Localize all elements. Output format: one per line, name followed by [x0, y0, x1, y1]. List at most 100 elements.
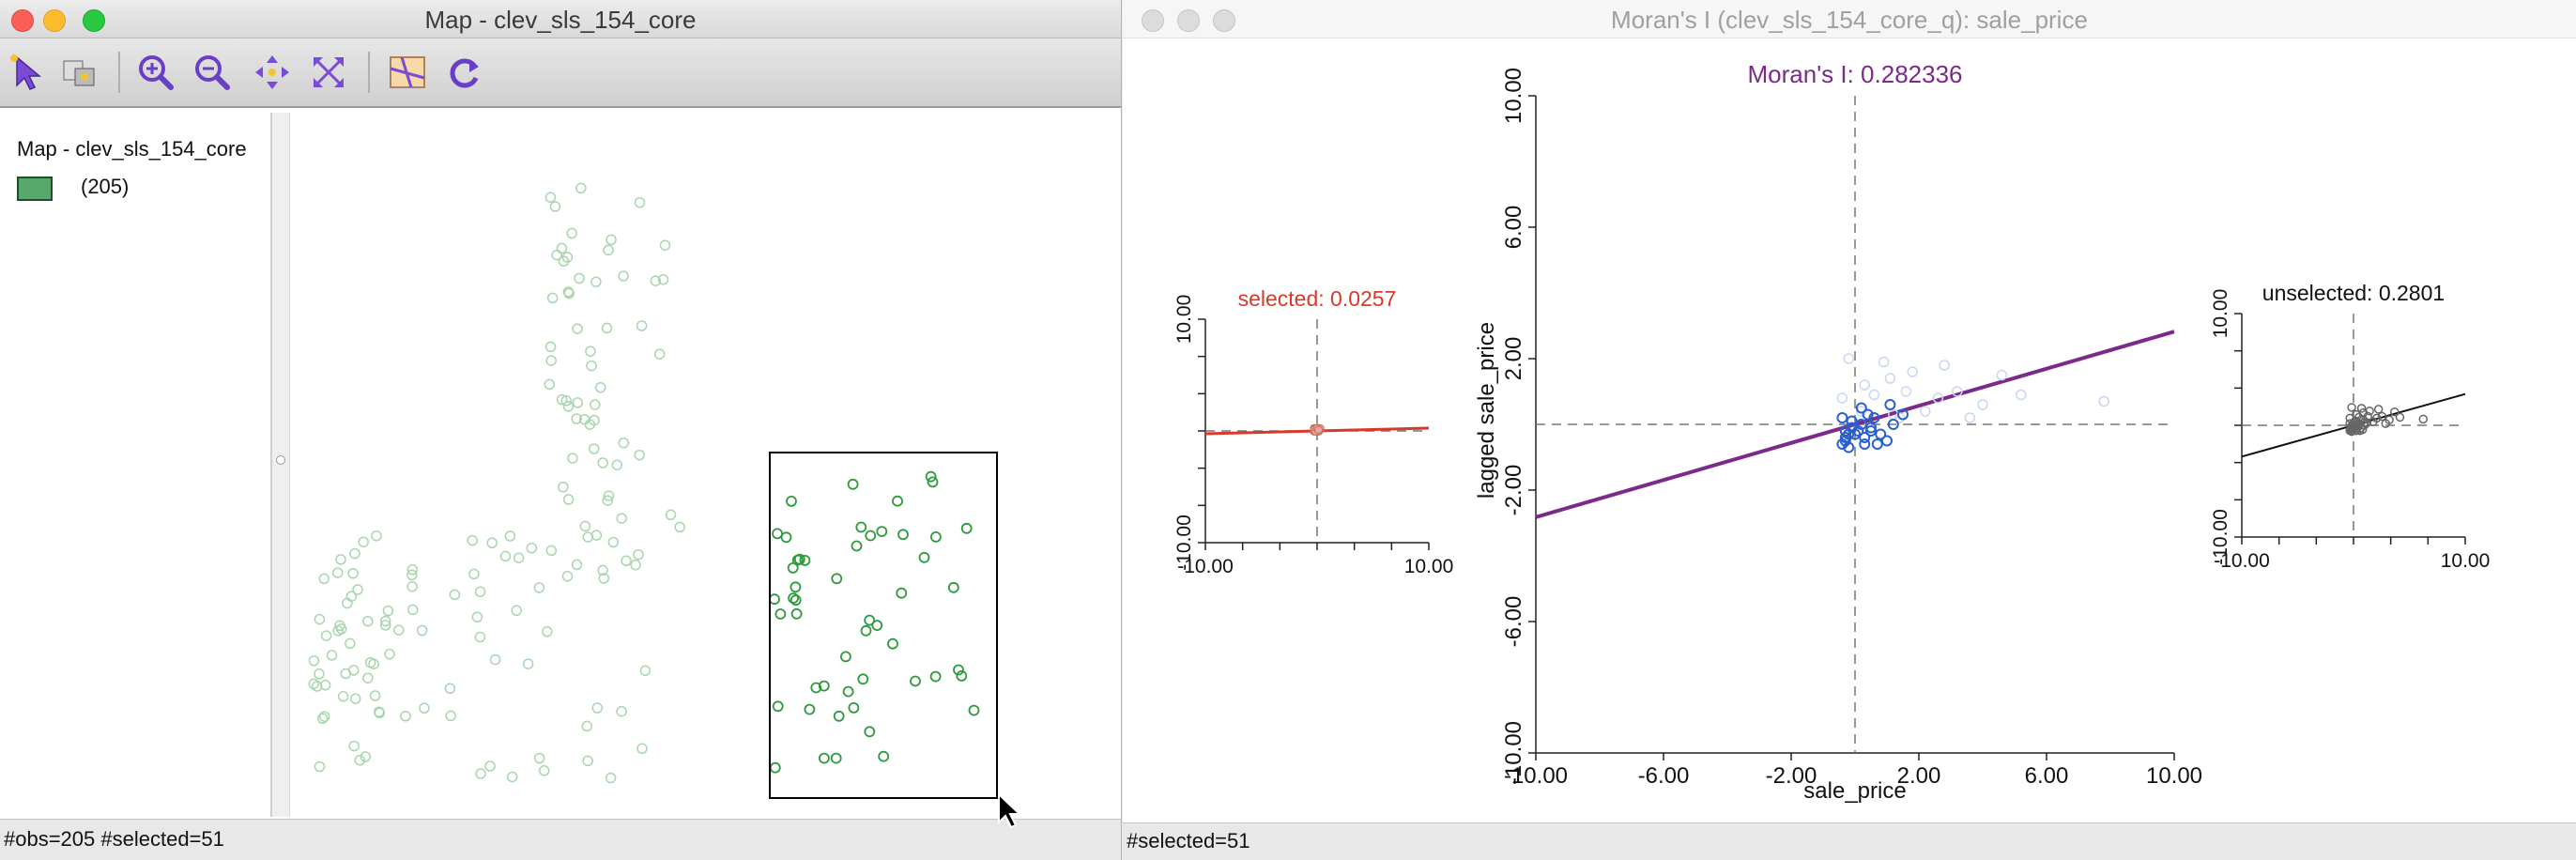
map-point	[362, 615, 374, 627]
selected-point	[1868, 412, 1880, 423]
map-point-selected	[769, 761, 781, 774]
unselected-subplot-point	[2390, 407, 2400, 417]
mouse-cursor-icon	[998, 792, 1022, 829]
map-point-selected	[831, 573, 843, 585]
map-point-selected	[830, 752, 842, 764]
map-point	[618, 270, 629, 282]
map-point	[582, 531, 594, 543]
selected-point	[1836, 438, 1848, 450]
selected-point	[1881, 435, 1893, 447]
map-point-selected	[772, 700, 784, 713]
selected-point	[1871, 438, 1883, 450]
map-point	[581, 720, 592, 732]
map-point-selected	[772, 528, 783, 540]
legend-splitter[interactable]	[272, 113, 290, 817]
map-point-selected	[851, 540, 863, 552]
map-point-selected	[799, 554, 811, 566]
zoom-in-icon[interactable]	[133, 50, 178, 95]
map-point-selected	[847, 478, 859, 490]
map-point	[594, 381, 606, 393]
y-tick-label: -10.00	[2210, 509, 2231, 565]
map-point	[406, 564, 419, 576]
zoom-out-icon[interactable]	[190, 50, 235, 95]
map-point	[345, 637, 356, 650]
basemap-icon[interactable]	[385, 50, 430, 95]
map-point	[566, 227, 577, 239]
map-point	[314, 760, 326, 773]
moran-scatter-plot[interactable]: -10.00 -6.00 -2.00 2.00 6.00 10.00 -10.00 -6.00…	[1123, 39, 2576, 819]
legend-category-count: (205)	[81, 175, 130, 198]
map-point	[556, 393, 568, 406]
map-points-layer[interactable]	[291, 113, 1121, 817]
map-point-selected	[925, 470, 937, 483]
map-point	[406, 604, 419, 616]
map-point	[607, 536, 620, 548]
map-point	[489, 653, 501, 666]
map-point	[486, 537, 498, 549]
map-point	[471, 611, 483, 623]
zoom-button[interactable]	[83, 9, 105, 32]
selection-mode-icon[interactable]	[56, 50, 101, 95]
legend-swatch[interactable]	[17, 177, 53, 201]
x-tick-label: -10.00	[1504, 763, 1568, 789]
map-point	[674, 521, 685, 533]
map-point	[522, 658, 534, 669]
close-button[interactable]	[11, 9, 34, 32]
map-window-title: Map - clev_sls_154_core	[424, 6, 697, 34]
map-point	[499, 550, 512, 562]
map-canvas[interactable]	[291, 113, 1121, 817]
map-point	[406, 569, 418, 581]
chart-title: unselected: 0.2801	[2262, 281, 2445, 305]
map-point	[634, 449, 645, 461]
map-point-selected	[910, 675, 921, 687]
selected-point	[1875, 428, 1887, 440]
map-point-selected	[878, 750, 890, 762]
map-point	[659, 239, 671, 251]
map-statusbar: #obs=205 #selected=51	[0, 819, 1121, 860]
map-toolbar	[0, 38, 1121, 108]
map-point	[369, 690, 381, 701]
map-point	[349, 547, 360, 560]
selected-point	[1836, 412, 1848, 423]
selected-point	[1855, 402, 1867, 414]
map-point	[561, 571, 574, 582]
map-point	[636, 743, 648, 755]
map-point	[544, 192, 557, 203]
zoom-button[interactable]	[1213, 9, 1235, 32]
unselected-subplot-point	[2418, 414, 2429, 424]
close-button[interactable]	[1142, 9, 1164, 32]
map-point	[348, 740, 360, 752]
map-point	[591, 702, 604, 714]
unselected-subplot-point	[2354, 425, 2365, 436]
map-point	[665, 509, 677, 521]
map-point-selected	[780, 531, 792, 544]
minimize-button[interactable]	[1177, 9, 1200, 32]
x-tick-label: 6.00	[2025, 763, 2069, 789]
map-point	[504, 530, 516, 542]
splitter-handle[interactable]	[276, 455, 285, 465]
x-tick-label: 10.00	[2146, 763, 2202, 789]
y-axis-label: lagged sale_price	[1474, 322, 1499, 499]
map-point	[382, 605, 394, 617]
unselected-point	[1894, 412, 1906, 423]
map-point-selected	[840, 651, 851, 663]
minimize-button[interactable]	[43, 9, 66, 32]
select-arrow-icon[interactable]	[6, 50, 51, 95]
fit-extent-icon[interactable]	[306, 50, 351, 95]
map-point	[318, 573, 330, 585]
map-point	[484, 760, 496, 772]
map-point	[598, 573, 610, 584]
map-point	[588, 443, 600, 454]
selected-point	[1846, 415, 1858, 427]
map-point	[605, 772, 617, 784]
map-point	[586, 360, 597, 372]
unselected-point	[1996, 369, 2008, 381]
map-point	[571, 559, 583, 571]
map-window: Map - clev_sls_154_core Map - clev_s	[0, 0, 1122, 860]
pan-icon[interactable]	[250, 50, 295, 95]
map-point	[406, 580, 418, 592]
map-point-selected	[818, 680, 830, 692]
refresh-icon[interactable]	[441, 50, 486, 95]
map-point	[653, 348, 666, 360]
moran-titlebar: Moran's I (clev_sls_154_core_q): sale_pr…	[1123, 0, 2576, 38]
